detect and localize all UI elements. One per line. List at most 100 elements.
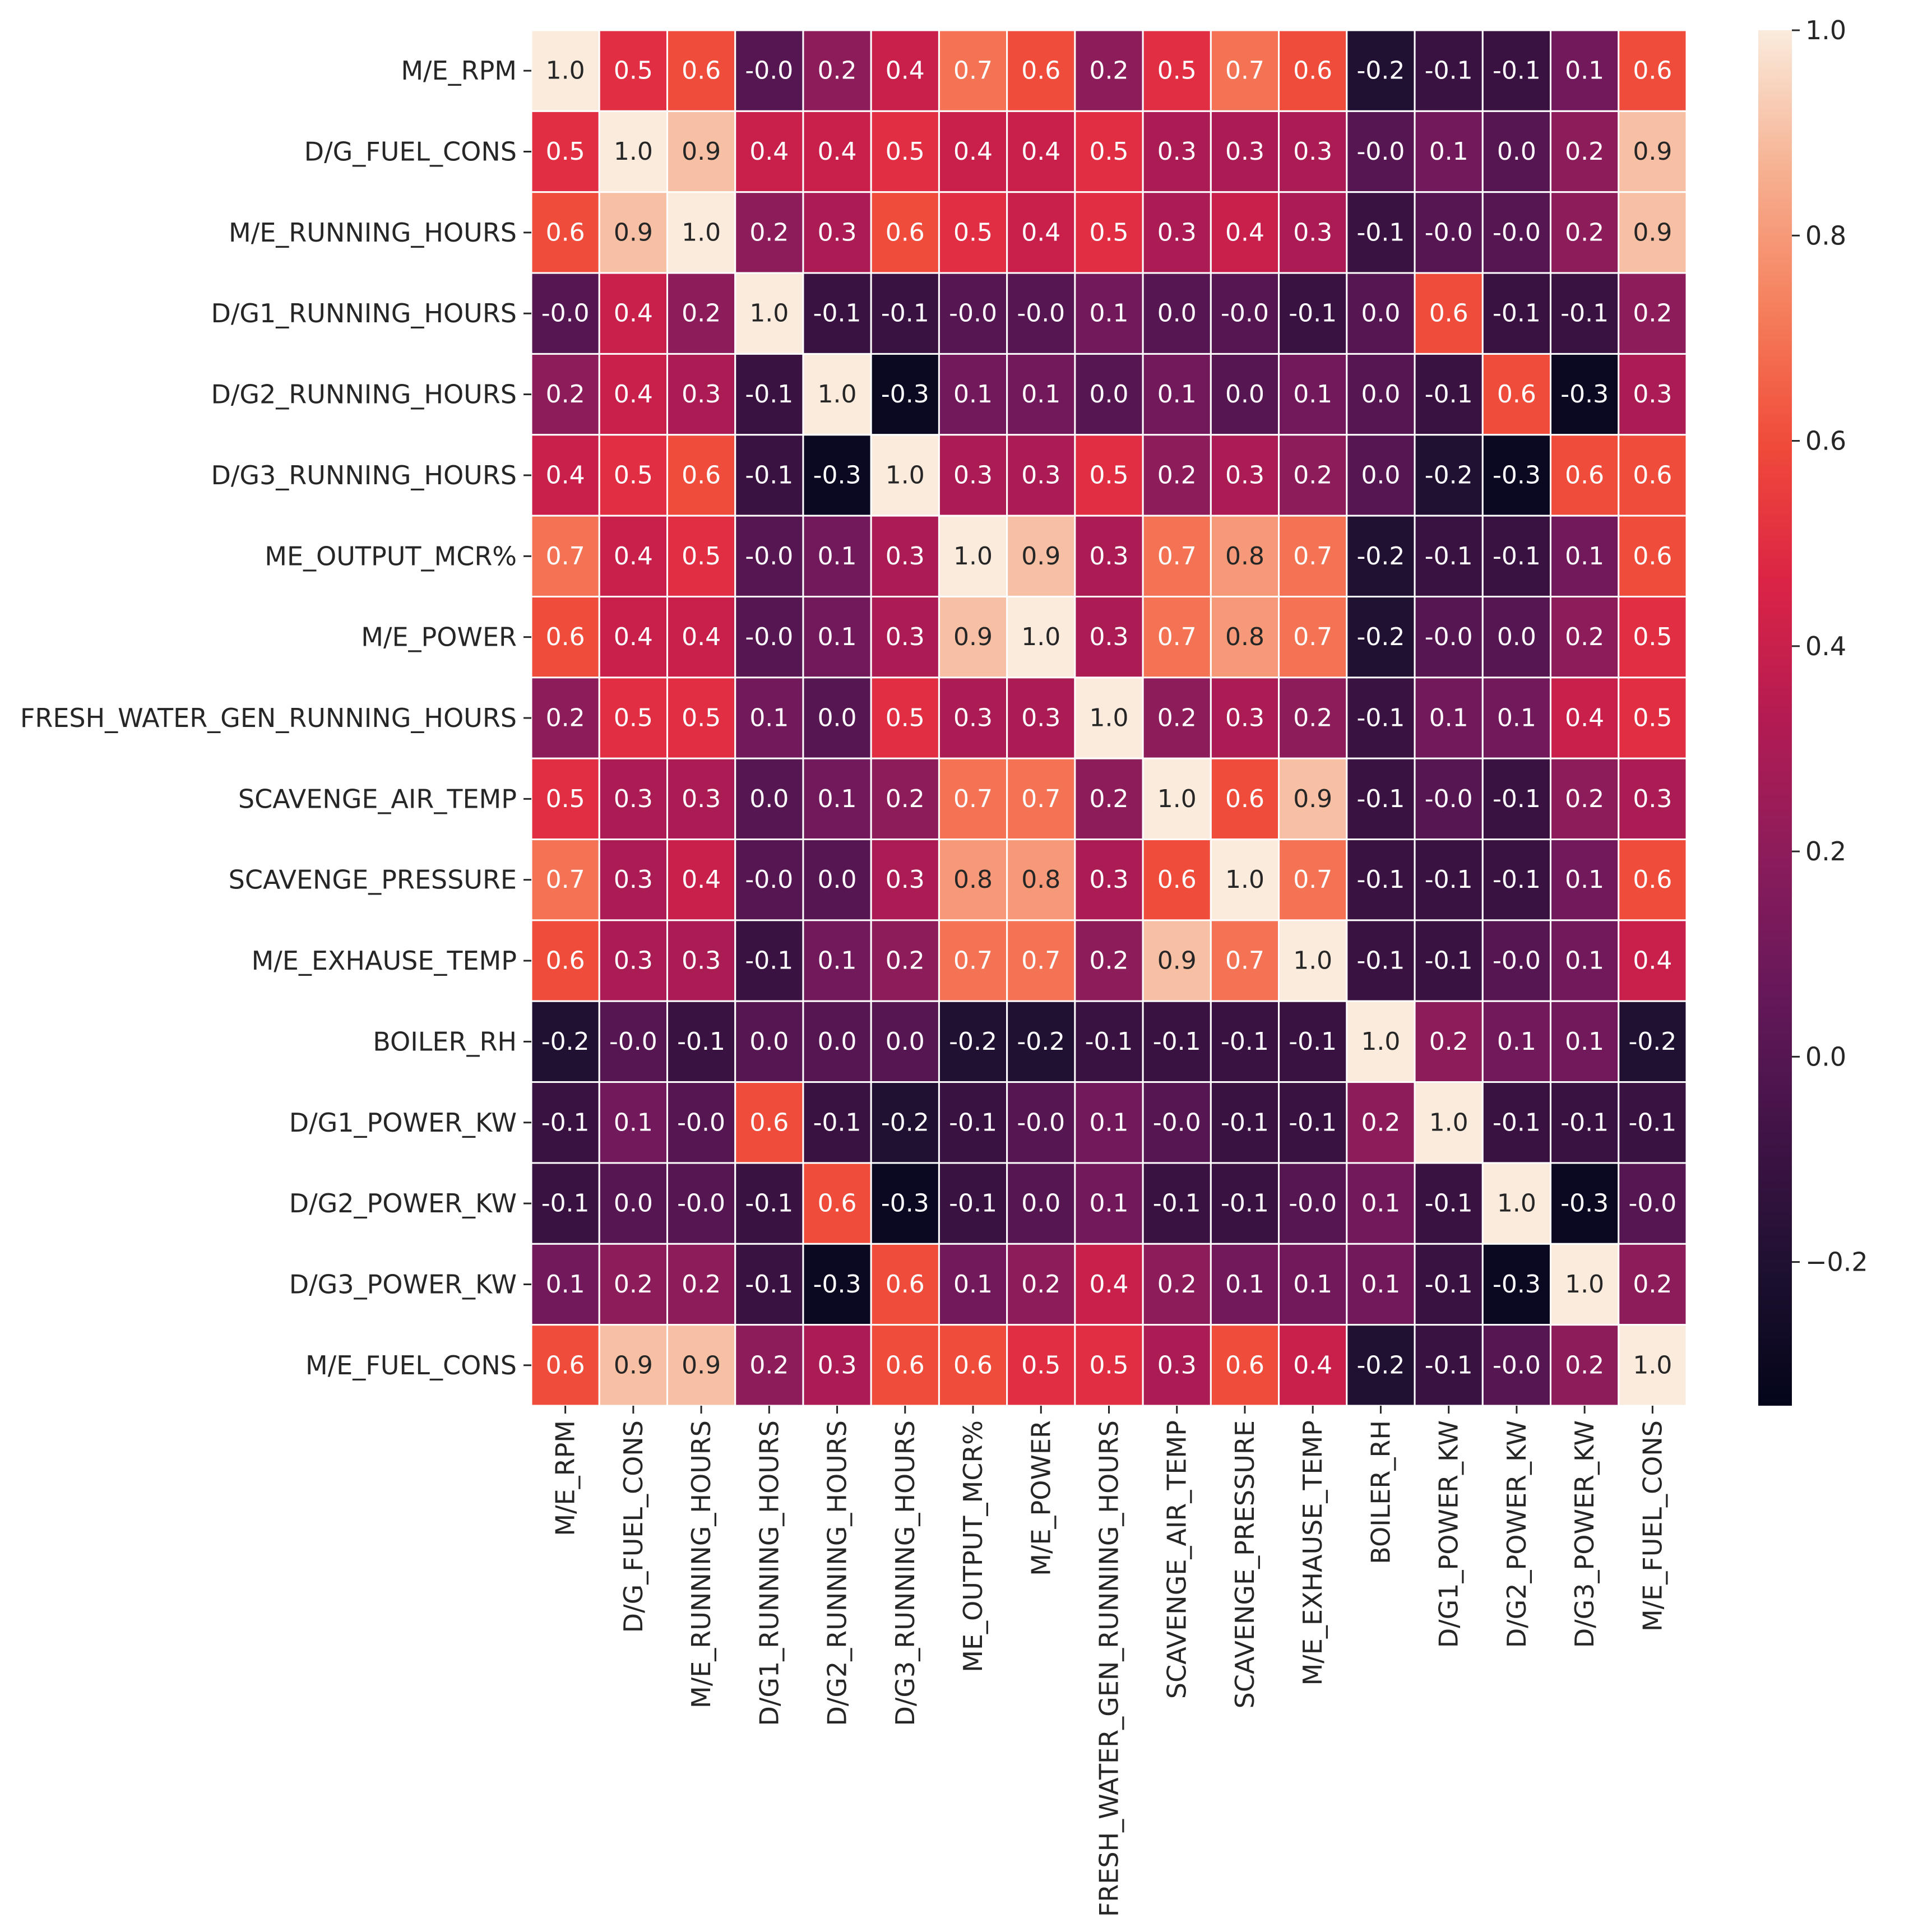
cell-4-13: [1414, 353, 1484, 436]
cell-3-1: [598, 272, 668, 355]
colorbar-tick-label-5: 0.0: [1805, 1041, 1846, 1072]
cell-7-7: [1006, 595, 1076, 679]
cell-annotation-14-12: 0.1: [1361, 1189, 1400, 1218]
y-label-d-g1-power-kw: D/G1_POWER_KW: [289, 1108, 517, 1138]
y-label-d-g2-power-kw: D/G2_POWER_KW: [289, 1188, 517, 1218]
cell-annotation-13-0: -0.1: [541, 1108, 590, 1137]
cell-4-4: [802, 353, 872, 436]
y-label-m-e-exhause-temp: M/E_EXHAUSE_TEMP: [252, 946, 517, 976]
cell-annotation-6-0: 0.7: [546, 542, 585, 571]
cell-annotation-0-16: 0.6: [1633, 57, 1672, 85]
cell-9-7: [1006, 757, 1076, 841]
cell-annotation-2-16: 0.9: [1633, 218, 1672, 247]
cell-7-12: [1346, 595, 1416, 679]
cell-annotation-2-9: 0.3: [1157, 218, 1197, 247]
cell-annotation-4-13: -0.1: [1425, 380, 1473, 409]
cell-annotation-7-0: 0.6: [546, 623, 585, 651]
cell-annotation-16-13: -0.1: [1425, 1351, 1473, 1379]
cell-annotation-10-1: 0.3: [614, 865, 653, 894]
cell-12-13: [1414, 1000, 1484, 1083]
cell-annotation-15-9: 0.2: [1157, 1270, 1197, 1299]
cell-7-9: [1142, 595, 1212, 679]
cell-annotation-14-5: -0.3: [881, 1189, 929, 1218]
cell-annotation-7-5: 0.3: [886, 623, 925, 651]
cell-annotation-1-8: 0.5: [1090, 137, 1129, 166]
x-label-m-e-rpm: M/E_RPM: [550, 1420, 581, 1536]
cell-annotation-13-12: 0.2: [1361, 1108, 1400, 1137]
cell-annotation-14-11: -0.0: [1289, 1189, 1337, 1218]
cell-14-10: [1210, 1162, 1280, 1245]
cell-7-0: [530, 595, 600, 679]
cell-annotation-11-15: 0.1: [1565, 947, 1604, 975]
cell-annotation-6-3: -0.0: [745, 542, 793, 571]
cell-annotation-9-14: -0.1: [1493, 785, 1541, 813]
cell-annotation-2-4: 0.3: [818, 218, 857, 247]
cell-1-10: [1210, 110, 1280, 193]
cell-annotation-5-9: 0.2: [1157, 461, 1197, 489]
cell-annotation-4-0: 0.2: [546, 380, 585, 409]
cell-5-5: [870, 434, 940, 517]
cell-15-2: [666, 1243, 736, 1326]
cell-14-11: [1278, 1162, 1348, 1245]
cell-0-11: [1278, 29, 1348, 112]
cell-8-10: [1210, 677, 1280, 759]
cell-7-11: [1278, 595, 1348, 679]
cell-annotation-11-7: 0.7: [1021, 947, 1060, 975]
cell-annotation-2-8: 0.5: [1090, 218, 1129, 247]
cell-12-16: [1618, 1000, 1688, 1083]
cell-annotation-10-8: 0.3: [1090, 865, 1129, 894]
cell-annotation-8-8: 1.0: [1090, 704, 1129, 733]
cell-8-6: [938, 677, 1008, 759]
x-label-fresh-water-gen-running-hours: FRESH_WATER_GEN_RUNNING_HOURS: [1094, 1420, 1124, 1917]
cell-15-7: [1006, 1243, 1076, 1326]
cell-2-4: [802, 191, 872, 274]
cell-annotation-7-6: 0.9: [953, 623, 993, 651]
cell-annotation-0-6: 0.7: [953, 57, 993, 85]
cell-annotation-9-15: 0.2: [1565, 785, 1604, 813]
cell-annotation-3-6: -0.0: [949, 299, 997, 328]
cell-14-12: [1346, 1162, 1416, 1245]
y-label-me-output-mcr: ME_OUTPUT_MCR%: [265, 541, 517, 571]
cell-annotation-13-3: 0.6: [749, 1108, 789, 1137]
cell-annotation-5-11: 0.2: [1293, 461, 1332, 489]
cell-13-4: [802, 1081, 872, 1164]
cell-9-3: [734, 757, 804, 841]
cell-2-2: [666, 191, 736, 274]
cell-annotation-3-1: 0.4: [614, 299, 653, 328]
cell-annotation-13-7: -0.0: [1017, 1108, 1065, 1137]
cell-11-1: [598, 919, 668, 1002]
cell-annotation-5-16: 0.6: [1633, 461, 1672, 489]
colorbar-tick-label-1: 0.8: [1805, 220, 1846, 251]
cell-annotation-16-12: -0.2: [1357, 1351, 1405, 1379]
cell-annotation-14-9: -0.1: [1153, 1189, 1201, 1218]
cell-annotation-13-5: -0.2: [881, 1108, 929, 1137]
cell-annotation-9-11: 0.9: [1293, 785, 1332, 813]
cell-annotation-11-4: 0.1: [818, 947, 857, 975]
cell-annotation-16-0: 0.6: [546, 1351, 585, 1379]
cell-annotation-5-4: -0.3: [813, 461, 861, 489]
cell-annotation-6-9: 0.7: [1157, 542, 1197, 571]
cell-annotation-0-10: 0.7: [1225, 57, 1264, 85]
cell-16-8: [1074, 1324, 1144, 1407]
cell-annotation-14-1: 0.0: [614, 1189, 653, 1218]
cell-9-6: [938, 757, 1008, 841]
cell-1-9: [1142, 110, 1212, 193]
cell-10-5: [870, 838, 940, 921]
cell-annotation-0-8: 0.2: [1090, 57, 1129, 85]
cell-11-9: [1142, 919, 1212, 1002]
cell-14-6: [938, 1162, 1008, 1245]
cell-annotation-0-1: 0.5: [614, 57, 653, 85]
cell-5-2: [666, 434, 736, 517]
cell-2-8: [1074, 191, 1144, 274]
cell-16-15: [1550, 1324, 1620, 1407]
cell-annotation-1-1: 1.0: [614, 137, 653, 166]
cell-annotation-10-9: 0.6: [1157, 865, 1197, 894]
cell-7-16: [1618, 595, 1688, 679]
cell-annotation-6-13: -0.1: [1425, 542, 1473, 571]
cell-annotation-12-16: -0.2: [1628, 1027, 1676, 1056]
cell-6-5: [870, 515, 940, 597]
cell-14-16: [1618, 1162, 1688, 1245]
cell-5-3: [734, 434, 804, 517]
cell-6-9: [1142, 515, 1212, 597]
cell-annotation-6-2: 0.5: [682, 542, 721, 571]
